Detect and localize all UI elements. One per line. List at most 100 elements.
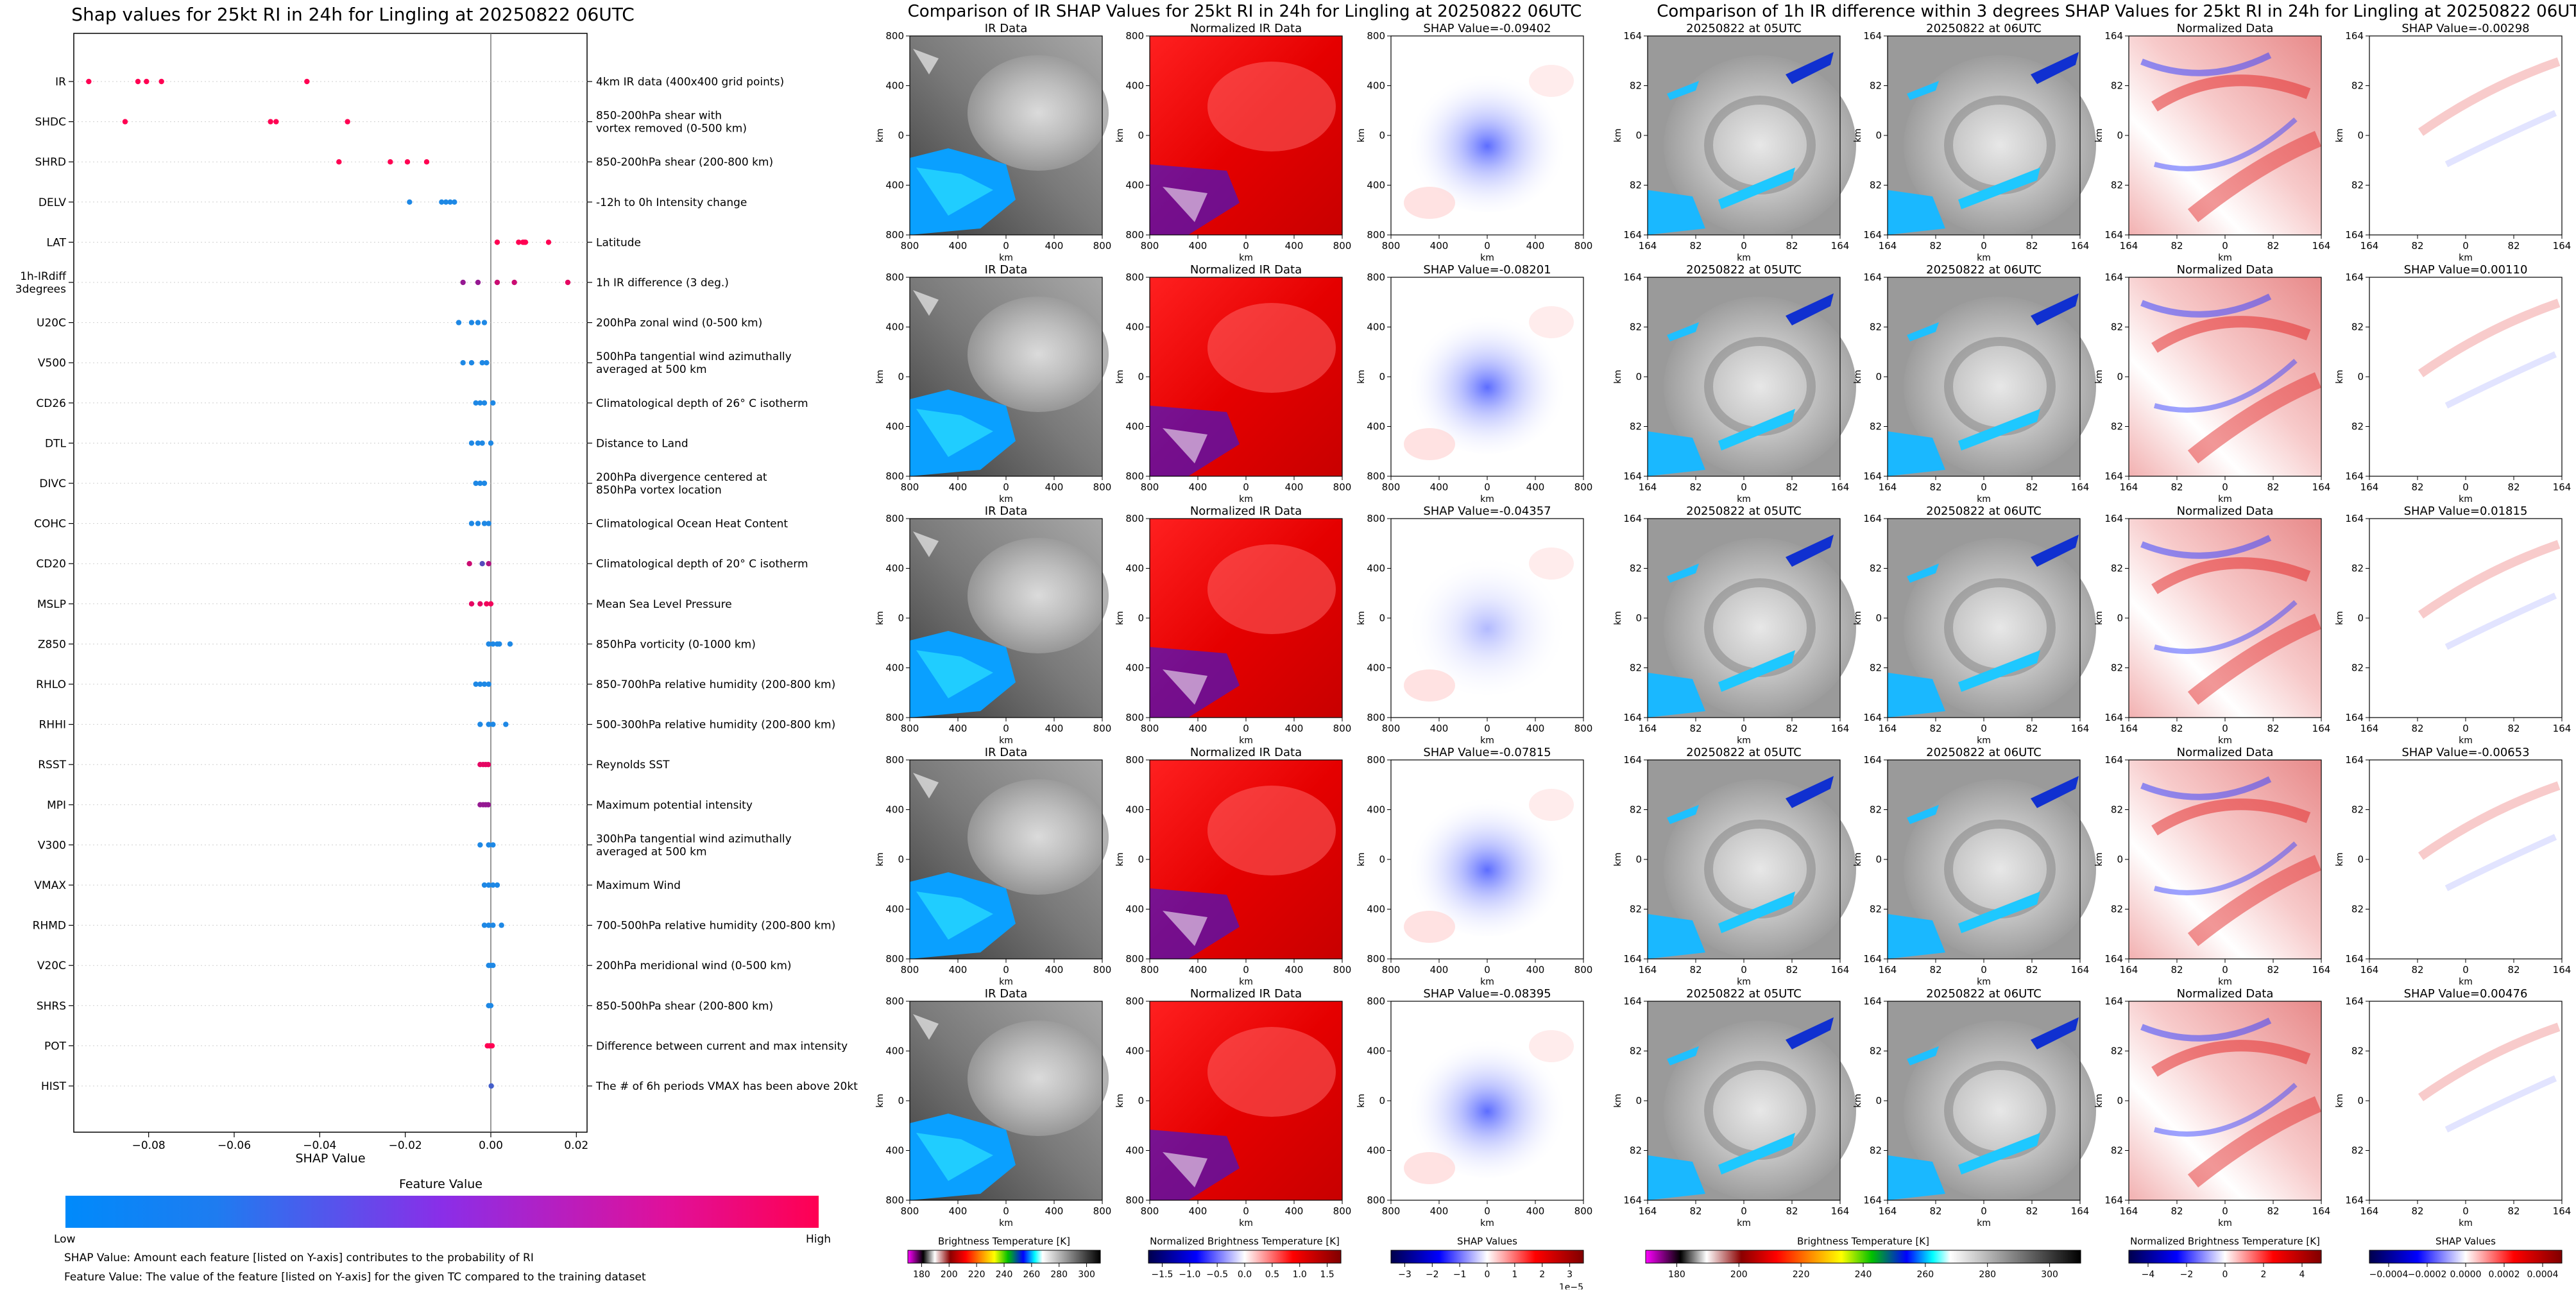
cold-cloud-band xyxy=(1786,293,1834,325)
x-axis-unit: km xyxy=(2459,253,2473,263)
y-tick-label: 82 xyxy=(1870,180,1882,191)
feature-label-vmax: VMAX xyxy=(34,879,66,892)
cold-cloud-band xyxy=(1667,322,1699,341)
y-tick-label: 800 xyxy=(1367,271,1385,283)
shap-point-mpi xyxy=(485,802,491,808)
shap-point-vmax xyxy=(494,882,500,888)
y-tick-label: 82 xyxy=(1630,804,1642,816)
colorbar-gradient xyxy=(1148,1250,1342,1264)
y-tick-label: 0 xyxy=(1138,130,1144,141)
shap-texture xyxy=(1529,65,1574,97)
cold-cloud-band xyxy=(1907,1046,1939,1065)
shap-point-rhmd xyxy=(499,922,504,928)
colorbar-tick-label: 0 xyxy=(1485,1270,1490,1280)
subplot-title: SHAP Value=0.00476 xyxy=(2404,987,2528,1001)
colorbar-tick-label: 0.0 xyxy=(1238,1270,1252,1280)
x-tick-label: 800 xyxy=(1333,481,1352,493)
x-tick-label: 0 xyxy=(1003,1205,1009,1217)
feature-label-v300: V300 xyxy=(38,839,66,852)
cold-cloud-band xyxy=(2031,1017,2079,1049)
shap-point-ir xyxy=(144,78,149,85)
y-tick-label: 0 xyxy=(2117,1095,2123,1107)
y-tick-label: 82 xyxy=(1870,80,1882,92)
shap-point-u20c xyxy=(475,320,481,325)
subplot-title: Normalized Data xyxy=(2177,746,2274,759)
x-tick-label: 82 xyxy=(2267,964,2279,976)
shap-point-u20c xyxy=(468,320,475,325)
y-tick-label: 400 xyxy=(1367,1046,1385,1057)
cold-cloud-band xyxy=(1718,891,1795,933)
norm-diff-band xyxy=(2151,316,2311,353)
cloud-shape xyxy=(968,55,1109,171)
y-axis-unit: km xyxy=(2094,852,2104,866)
subplot-title: 20250822 at 05UTC xyxy=(1686,504,1802,518)
x-tick-label: 82 xyxy=(1786,723,1798,734)
shap-point-rhhi xyxy=(477,721,483,727)
y-tick-label: 400 xyxy=(1125,904,1144,915)
y-tick-label: 164 xyxy=(2104,712,2123,723)
y-tick-label: 82 xyxy=(1630,904,1642,915)
shap-texture xyxy=(2418,781,2561,860)
x-tick-label: 82 xyxy=(2267,240,2279,252)
subplot-title: IR Data xyxy=(985,987,1028,1001)
shap-texture xyxy=(2418,57,2561,136)
x-axis-unit: km xyxy=(1977,1218,1991,1228)
x-tick-label: 164 xyxy=(1639,964,1657,976)
y-tick-label: 82 xyxy=(2111,1046,2123,1057)
shap-point-shdc xyxy=(122,119,128,125)
x-tick-label: 400 xyxy=(1430,1205,1449,1217)
x-tick-label: 82 xyxy=(2507,240,2520,252)
shap-point-rhlo xyxy=(481,681,488,687)
shap-point-cd26 xyxy=(477,400,483,406)
x-tick-label: 0 xyxy=(1243,1205,1249,1217)
x-tick-label: 82 xyxy=(2171,964,2183,976)
x-axis-unit: km xyxy=(1977,736,1991,746)
colorbar-tick-label: −4 xyxy=(2142,1270,2155,1280)
colorbar-tick-label: 300 xyxy=(2041,1270,2058,1280)
y-tick-label: 800 xyxy=(1125,470,1144,482)
subplot-title: Normalized Data xyxy=(2177,504,2274,518)
y-tick-label: 400 xyxy=(885,1145,904,1157)
y-tick-label: 400 xyxy=(1367,1145,1385,1157)
cold-cloud-band xyxy=(2031,293,2079,325)
y-tick-label: 400 xyxy=(1125,421,1144,433)
x-tick-label: 0 xyxy=(2462,481,2469,493)
x-tick-label: 400 xyxy=(1526,964,1545,976)
y-tick-label: 82 xyxy=(2351,180,2364,191)
y-tick-label: 0 xyxy=(1635,612,1642,624)
y-axis-unit: km xyxy=(1853,1094,1863,1108)
x-tick-label: 800 xyxy=(1382,964,1401,976)
subplot-title: 20250822 at 06UTC xyxy=(1926,263,2042,277)
y-tick-label: 400 xyxy=(1367,180,1385,191)
shap-point-u20c xyxy=(456,320,462,325)
diff-row: 20250822 at 05UTC1641648282008282164164k… xyxy=(1613,987,2571,1228)
subplot-title: SHAP Value=-0.07815 xyxy=(1423,746,1551,759)
y-tick-label: 82 xyxy=(2111,180,2123,191)
x-tick-label: 82 xyxy=(1929,964,1941,976)
y-tick-label: 800 xyxy=(1125,712,1144,723)
x-axis-unit: km xyxy=(2459,736,2473,746)
feature-description-u20c: 200hPa zonal wind (0-500 km) xyxy=(596,317,762,330)
diff-shap-panel: Comparison of 1h IR difference within 3 … xyxy=(1613,2,2576,1280)
y-tick-label: 164 xyxy=(2104,470,2123,482)
x-tick-label: 164 xyxy=(2553,1205,2572,1217)
shap-point-dtl xyxy=(479,440,485,446)
y-tick-label: 400 xyxy=(1367,80,1385,92)
y-tick-label: 0 xyxy=(1875,130,1882,141)
x-axis-unit: km xyxy=(2459,494,2473,504)
x-tick-label: 164 xyxy=(2120,723,2138,734)
shap-point-divc xyxy=(481,480,488,487)
subplot-title: Normalized IR Data xyxy=(1190,987,1302,1001)
y-axis-unit: km xyxy=(2094,1094,2104,1108)
feature-label-shrs: SHRS xyxy=(37,1000,66,1013)
feature-description-shdc: 850-200hPa shear with vortex removed (0-5… xyxy=(596,110,747,135)
x-tick-label: 164 xyxy=(2553,964,2572,976)
cloud-shape xyxy=(913,1014,939,1040)
x-tick-label: 0 xyxy=(1003,481,1009,493)
y-tick-label: 0 xyxy=(1635,371,1642,383)
x-tick-label: 800 xyxy=(1093,723,1112,734)
x-tick-label: 800 xyxy=(1141,964,1159,976)
land-shape xyxy=(916,650,993,698)
shap-point-ir xyxy=(86,78,92,85)
x-tick-label: 0 xyxy=(2222,1205,2228,1217)
